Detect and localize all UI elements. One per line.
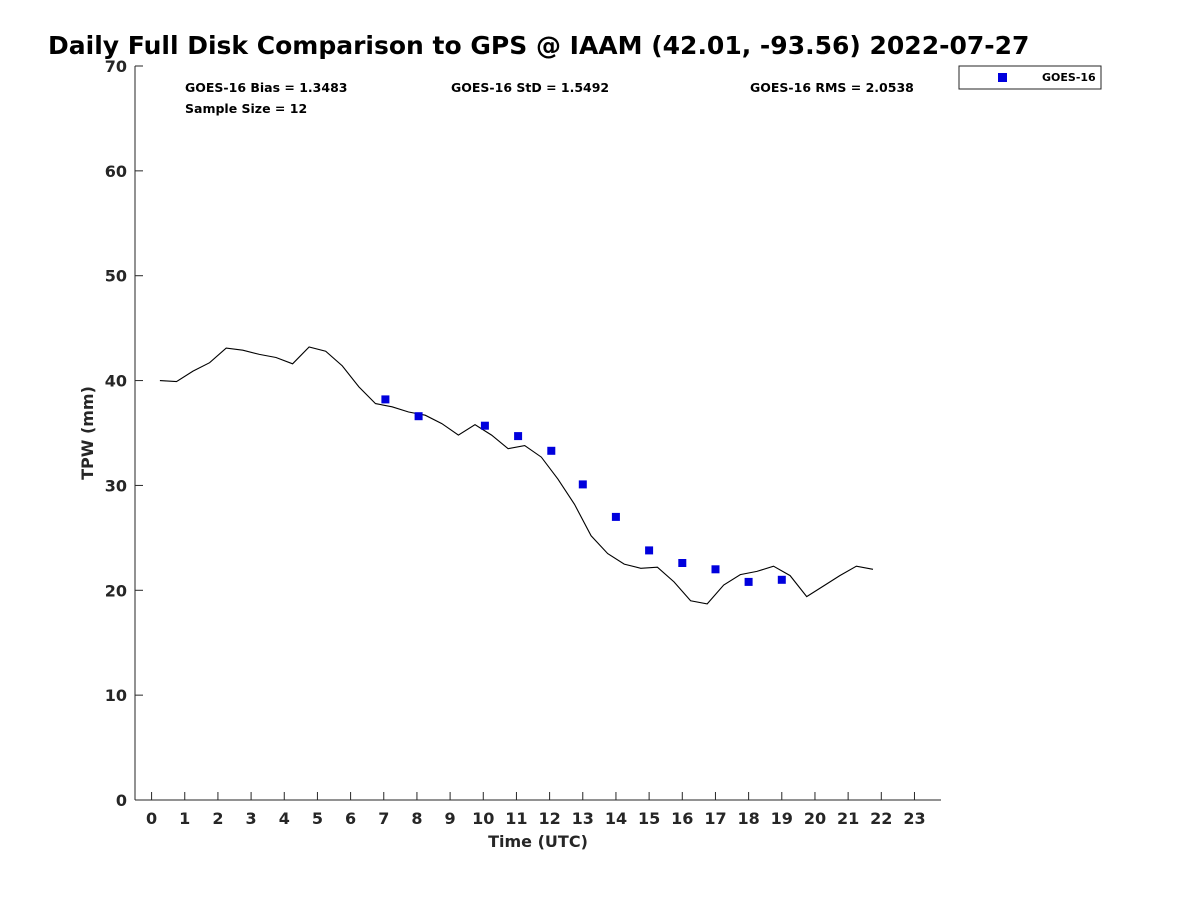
x-tick-label: 1 [179,809,190,828]
x-ticks: 0 1 2 3 4 5 6 7 8 9 10 11 12 13 14 15 16 17 18 19 20 21 22 23 [146,792,926,828]
chart-title: Daily Full Disk Comparison to GPS @ IAAM… [48,31,1029,60]
legend: GOES-16 [958,65,1102,90]
goes16-point [578,480,587,489]
x-tick-label: 18 [737,809,759,828]
stat-rms: GOES-16 RMS = 2.0538 [750,80,914,95]
x-tick-label: 3 [246,809,257,828]
legend-box [958,65,1102,90]
gps-series-line [159,346,874,605]
x-tick-label: 7 [378,809,389,828]
x-tick-label: 16 [671,809,693,828]
x-tick-label: 23 [903,809,925,828]
y-axis-label: TPW (mm) [78,386,97,480]
x-tick-label: 21 [837,809,859,828]
x-tick-label: 15 [638,809,660,828]
y-tick-label: 60 [105,162,127,181]
x-tick-label: 20 [804,809,826,828]
y-tick-label: 30 [105,476,127,495]
goes16-point [645,546,654,555]
stat-std: GOES-16 StD = 1.5492 [451,80,609,95]
y-tick-label: 20 [105,581,127,600]
goes16-markers [381,395,786,586]
goes16-point [381,395,390,404]
x-tick-label: 0 [146,809,157,828]
x-tick-label: 6 [345,809,356,828]
x-tick-label: 17 [704,809,726,828]
x-tick-label: 4 [279,809,290,828]
x-tick-label: 2 [212,809,223,828]
stat-sample-size: Sample Size = 12 [185,101,307,116]
goes16-point [777,575,786,584]
y-tick-label: 10 [105,686,127,705]
x-tick-label: 22 [870,809,892,828]
legend-label: GOES-16 [1042,71,1096,84]
x-tick-label: 19 [771,809,793,828]
plot-axes [134,66,941,801]
goes16-point [547,446,556,455]
legend-marker-square [998,73,1007,82]
x-tick-label: 9 [445,809,456,828]
goes16-point [611,512,620,521]
y-ticks: 0 10 20 30 40 50 60 70 [105,57,143,810]
y-tick-label: 0 [116,791,127,810]
goes16-point [678,559,687,567]
y-tick-label: 40 [105,372,127,391]
x-axis-label: Time (UTC) [488,832,588,851]
goes16-point [514,432,523,441]
x-tick-label: 12 [538,809,560,828]
y-tick-label: 50 [105,267,127,286]
x-tick-label: 10 [472,809,494,828]
y-tick-label: 70 [105,57,127,76]
goes16-point [711,565,720,574]
goes16-point [744,577,753,586]
x-tick-label: 11 [505,809,527,828]
x-tick-label: 13 [572,809,594,828]
stat-bias: GOES-16 Bias = 1.3483 [185,80,347,95]
goes16-point [480,421,489,430]
x-tick-label: 5 [312,809,323,828]
x-tick-label: 14 [605,809,627,828]
goes16-point [414,412,423,421]
x-tick-label: 8 [411,809,422,828]
